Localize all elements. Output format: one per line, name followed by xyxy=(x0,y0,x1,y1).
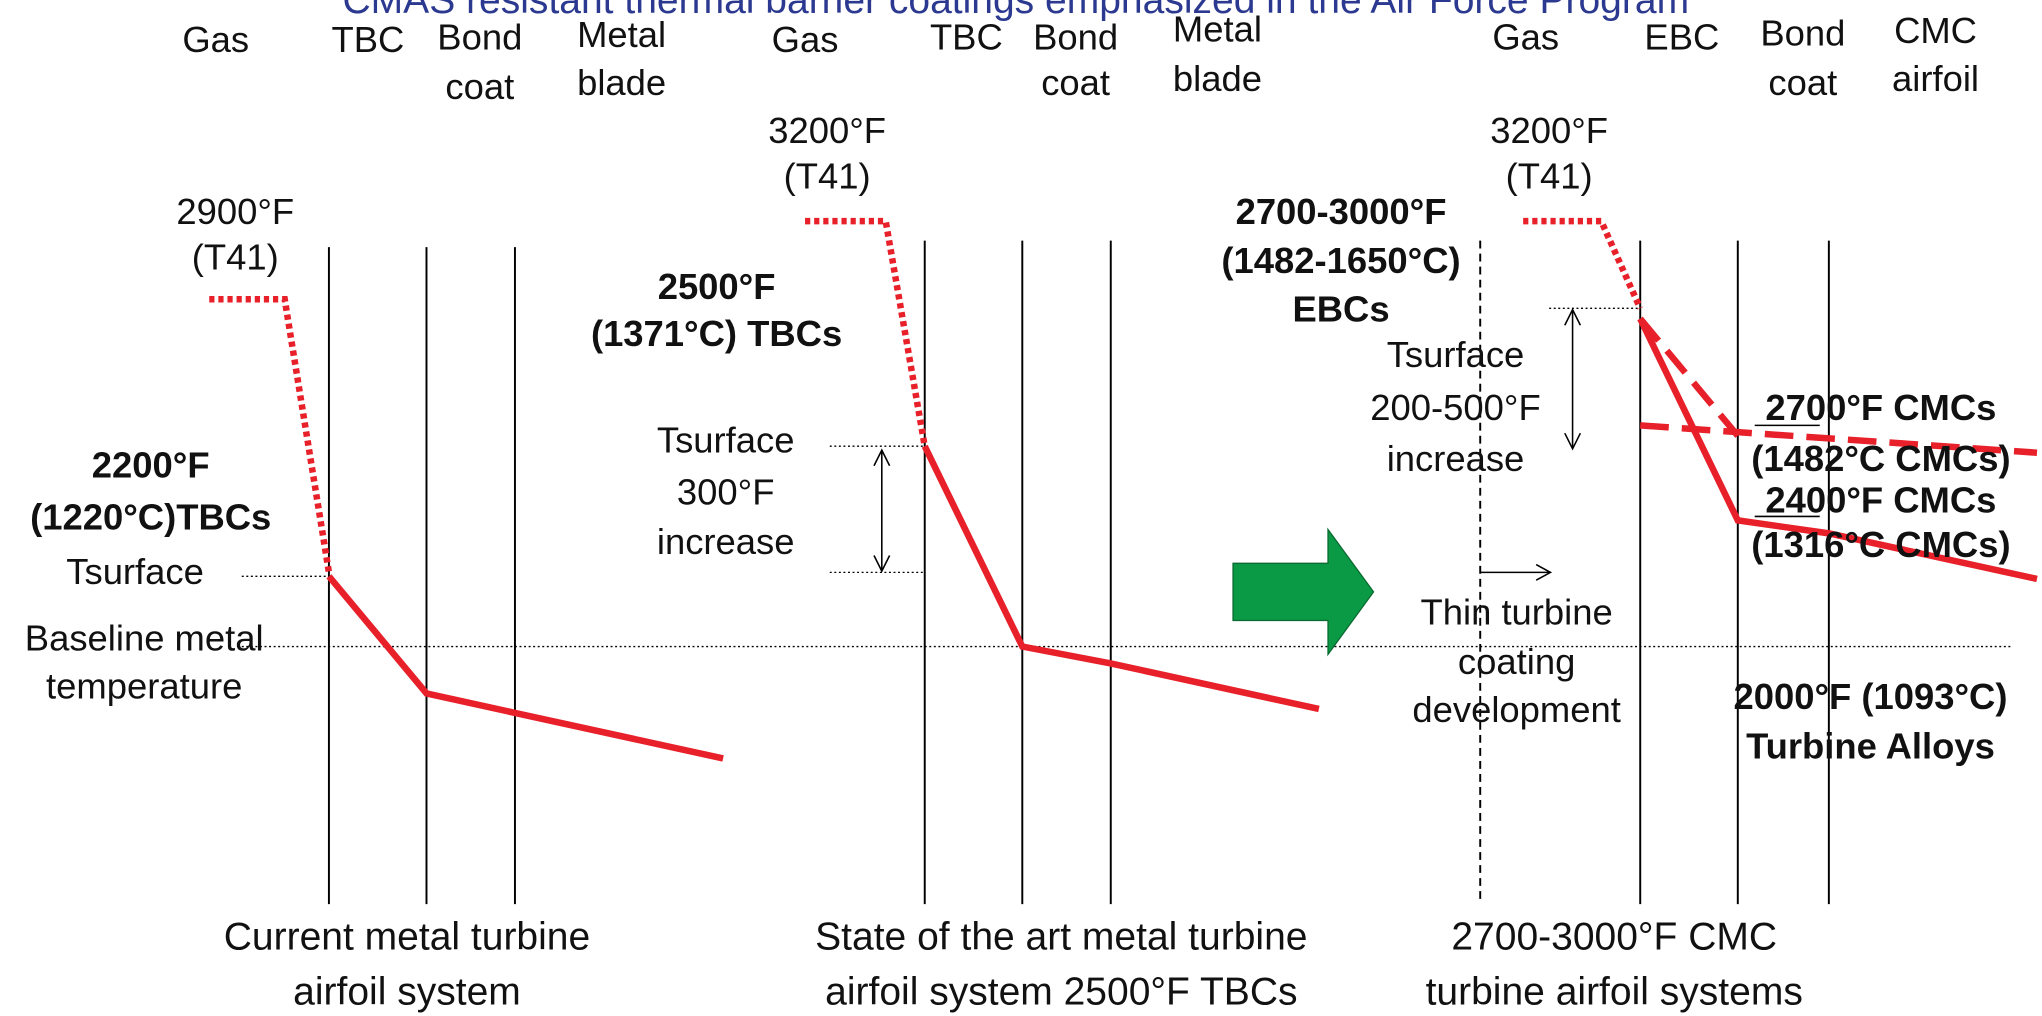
alloy-label: 2000°F (1093°C) xyxy=(1733,676,2007,717)
gas-temp: 2900°F xyxy=(176,191,294,232)
cmc-label: (1482°C CMCs) xyxy=(1751,438,2010,479)
coating-label: (1220°C)TBCs xyxy=(30,496,271,537)
cmc-label: 2400°F CMCs xyxy=(1765,480,1996,521)
temp-profile xyxy=(326,574,724,762)
layer-label: blade xyxy=(1173,58,1262,99)
surface-label: 300°F xyxy=(677,472,775,513)
layer-label: airfoil xyxy=(1892,58,1979,99)
temp-profile xyxy=(921,444,1320,713)
arrow-head xyxy=(1564,307,1582,326)
layer-label: EBC xyxy=(1644,16,1719,57)
arrow-head xyxy=(873,555,891,573)
gas-temp: 3200°F xyxy=(1490,110,1608,151)
arrow-head xyxy=(1535,563,1553,581)
layer-label: Bond xyxy=(437,16,522,57)
cmc-label: (1316°C CMCs) xyxy=(1751,524,2010,565)
transition-arrow xyxy=(1232,527,1375,657)
layer-label: Metal xyxy=(1173,9,1262,50)
caption: Current metal turbine xyxy=(224,916,590,959)
coating-label: (1371°C) TBCs xyxy=(591,313,842,354)
coating-label: 2500°F xyxy=(658,266,776,307)
baseline-label: Baseline metal xyxy=(25,617,264,658)
title: CMAS resistant thermal barrier coatings … xyxy=(343,0,1690,22)
panel-state-of-art xyxy=(805,217,1320,905)
layer-label: coat xyxy=(1768,62,1837,103)
gas-temp: 3200°F xyxy=(768,110,886,151)
coating-label: (1482-1650°C) xyxy=(1221,240,1460,281)
layer-label: Gas xyxy=(1492,16,1559,57)
caption: State of the art metal turbine xyxy=(815,916,1307,959)
gas-profile xyxy=(1523,217,1644,310)
layer-label: coat xyxy=(445,66,514,107)
cmc-profile xyxy=(1640,422,2038,456)
development-label: coating xyxy=(1458,641,1575,682)
caption: 2700-3000°F CMC xyxy=(1451,916,1777,959)
surface-label: increase xyxy=(657,521,795,562)
coating-label: 2700-3000°F xyxy=(1236,191,1447,232)
layer-label: Metal xyxy=(577,14,666,55)
layer-label: coat xyxy=(1041,62,1110,103)
coating-label: 2200°F xyxy=(92,444,210,485)
layer-label: TBC xyxy=(930,16,1003,57)
panel-current xyxy=(209,247,724,905)
development-label: Thin turbine xyxy=(1421,591,1613,632)
gas-profile xyxy=(209,295,333,573)
temp-profile xyxy=(1637,317,2038,583)
caption: airfoil system 2500°F TBCs xyxy=(825,970,1297,1013)
caption: airfoil system xyxy=(293,970,521,1013)
layer-label: Gas xyxy=(182,19,249,60)
arrow-head xyxy=(873,448,891,467)
baseline-label: temperature xyxy=(46,666,242,707)
layer-label: blade xyxy=(577,62,666,103)
layer-label: Bond xyxy=(1760,13,1845,54)
surface-label: Tsurface xyxy=(657,420,795,461)
gas-temp: (T41) xyxy=(784,156,871,197)
gas-temp: (T41) xyxy=(192,236,279,277)
layer-label: Bond xyxy=(1033,16,1118,57)
alloy-label: Turbine Alloys xyxy=(1746,725,1995,766)
layer-label: Gas xyxy=(772,19,839,60)
caption: turbine airfoil systems xyxy=(1426,970,1803,1013)
surface-label: Tsurface xyxy=(1387,334,1525,375)
coating-label: EBCs xyxy=(1292,288,1389,329)
surface-label: 200-500°F xyxy=(1370,387,1540,428)
surface-label: Tsurface xyxy=(66,551,204,592)
layer-label: CMC xyxy=(1894,10,1977,51)
development-label: development xyxy=(1412,689,1620,730)
surface-label: increase xyxy=(1387,438,1525,479)
cmc-label: 2700°F CMCs xyxy=(1765,387,1996,428)
arrow-head xyxy=(1564,432,1582,451)
panel-cmc xyxy=(1479,217,2038,905)
layer-label: TBC xyxy=(332,19,405,60)
gas-temp: (T41) xyxy=(1506,156,1593,197)
cmc-profile xyxy=(1637,316,1741,438)
